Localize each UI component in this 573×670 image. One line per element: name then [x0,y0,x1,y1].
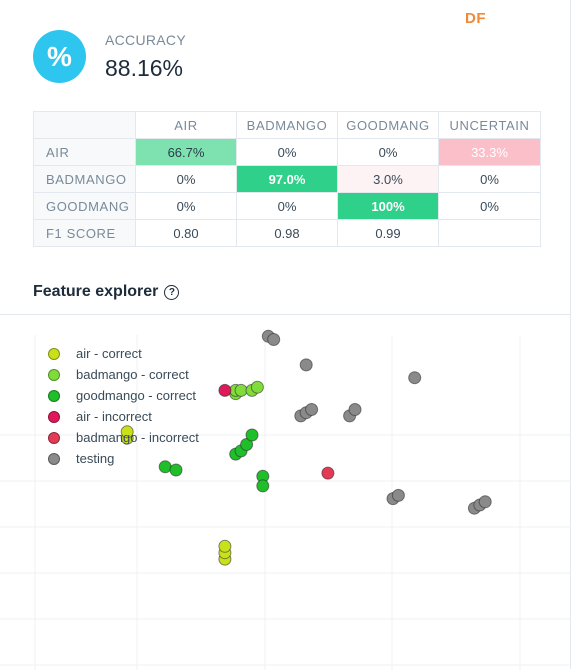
accuracy-label: ACCURACY [105,32,186,48]
confusion-matrix-row: GOODMANG 0% 0% 100% 0% [33,192,541,220]
scatter-point[interactable] [218,539,232,553]
matrix-cell: 0% [438,165,541,193]
row-header: GOODMANG [33,192,136,220]
matrix-cell: 66.7% [135,138,237,166]
row-header: AIR [33,138,136,166]
column-header: AIR [135,111,237,139]
legend-label: testing [76,451,115,466]
row-header: BADMANGO [33,165,136,193]
scatter-point[interactable] [256,479,270,493]
column-header: GOODMANG [337,111,439,139]
matrix-cell: 0% [135,165,237,193]
accuracy-value: 88.16% [105,55,184,81]
legend-swatch [48,347,60,360]
scatter-point[interactable] [120,425,134,439]
help-circle-icon[interactable]: ? [164,284,180,300]
matrix-cell: 0% [135,192,237,220]
matrix-cell: 100% [337,192,439,220]
matrix-cell: 0.98 [236,219,338,247]
legend-label: goodmango - correct [76,388,196,403]
feature-explorer-title: Feature explorer ? [33,283,180,301]
scatter-point[interactable] [408,371,422,385]
scatter-point[interactable] [234,383,248,397]
scatter-plot[interactable] [0,315,571,670]
column-header: UNCERTAIN [438,111,541,139]
legend-swatch [48,431,60,444]
legend-item[interactable]: badmango - correct [48,364,199,385]
legend-swatch [48,452,60,465]
confusion-matrix-row: BADMANGO 0% 97.0% 3.0% 0% [33,165,541,193]
legend-item[interactable]: goodmango - correct [48,385,199,406]
legend-item[interactable]: air - correct [48,343,199,364]
matrix-cell: 0.80 [135,219,237,247]
row-header: F1 SCORE [33,219,136,247]
scatter-point[interactable] [305,403,319,416]
scatter-point[interactable] [299,358,313,372]
legend-label: badmango - incorrect [76,430,199,445]
percent-glyph: % [47,40,72,72]
matrix-cell: 97.0% [236,165,338,193]
feature-explorer-label: Feature explorer [33,283,159,300]
matrix-cell: 0% [236,192,338,220]
scatter-legend: air - correct badmango - correct goodmango… [48,343,199,469]
legend-item[interactable]: badmango - incorrect [48,427,199,448]
legend-swatch [48,389,60,402]
df-tag: DF [465,10,486,27]
scatter-point[interactable] [169,463,183,477]
matrix-cell: 33.3% [438,138,541,166]
scatter-point[interactable] [250,380,264,394]
legend-label: air - incorrect [76,409,152,424]
matrix-cell [438,219,541,247]
scatter-point[interactable] [391,488,405,502]
confusion-matrix-corner [33,111,136,139]
matrix-cell: 0.99 [337,219,439,247]
feature-explorer-plot[interactable] [0,314,571,670]
column-header: BADMANGO [236,111,338,139]
scatter-point[interactable] [348,403,362,416]
confusion-matrix: AIR BADMANGO GOODMANG UNCERTAIN AIR 66.7%… [33,111,541,247]
scatter-point[interactable] [478,495,492,509]
percent-icon: % [33,30,86,83]
scatter-point[interactable] [321,466,335,480]
confusion-matrix-row: F1 SCORE 0.80 0.98 0.99 [33,219,541,247]
legend-label: air - correct [76,346,142,361]
scatter-point[interactable] [218,383,232,397]
matrix-cell: 0% [337,138,439,166]
matrix-cell: 3.0% [337,165,439,193]
scatter-point[interactable] [245,428,259,442]
legend-swatch [48,410,60,423]
matrix-cell: 0% [236,138,338,166]
legend-swatch [48,368,60,381]
scatter-point[interactable] [267,333,281,346]
legend-label: badmango - correct [76,367,189,382]
matrix-cell: 0% [438,192,541,220]
confusion-matrix-row: AIR 66.7% 0% 0% 33.3% [33,138,541,166]
legend-item[interactable]: testing [48,448,199,469]
confusion-matrix-header-row: AIR BADMANGO GOODMANG UNCERTAIN [33,111,541,139]
legend-item[interactable]: air - incorrect [48,406,199,427]
